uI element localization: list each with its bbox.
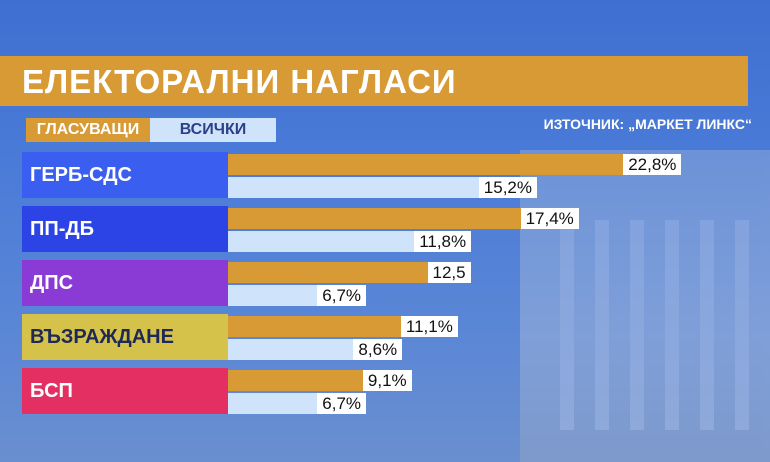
data-label: 11,1% [400, 316, 458, 337]
legend-all: ВСИЧКИ [150, 118, 276, 142]
building-column [630, 220, 644, 430]
data-label: 22,8% [623, 154, 682, 175]
party-label: ПП-ДБ [22, 206, 228, 252]
data-label: 6,7% [317, 285, 367, 306]
party-label: ДПС [22, 260, 228, 306]
party-label: БСП [22, 368, 228, 414]
chart-title: ЕЛЕКТОРАЛНИ НАГЛАСИ [22, 63, 457, 100]
building-column [665, 220, 679, 430]
party-label: ВЪЗРАЖДАНЕ [22, 314, 228, 360]
data-label: 6,7% [317, 393, 367, 414]
bar-all [228, 177, 517, 198]
building-column [735, 220, 749, 430]
party-label: ГЕРБ-СДС [22, 152, 228, 198]
data-label: 11,8% [414, 231, 472, 252]
data-label: 15,2% [478, 177, 537, 198]
bar-all [228, 231, 453, 252]
data-label: 17,4% [520, 208, 579, 229]
data-label: 9,1% [362, 370, 412, 391]
data-label: 12,5 [427, 262, 471, 283]
legend-voters: ГЛАСУВАЩИ [26, 118, 150, 142]
bar-voters [228, 208, 559, 229]
bar-voters [228, 370, 401, 391]
data-label: 8,6% [353, 339, 403, 360]
background-building [520, 150, 770, 462]
bar-voters [228, 154, 662, 175]
bar-all [228, 339, 392, 360]
bar-voters [228, 262, 466, 283]
building-column [700, 220, 714, 430]
title-bar [0, 56, 748, 106]
building-column [560, 220, 574, 430]
building-column [595, 220, 609, 430]
bar-voters [228, 316, 439, 337]
source-label: ИЗТОЧНИК: „МАРКЕТ ЛИНКС“ [543, 116, 752, 132]
